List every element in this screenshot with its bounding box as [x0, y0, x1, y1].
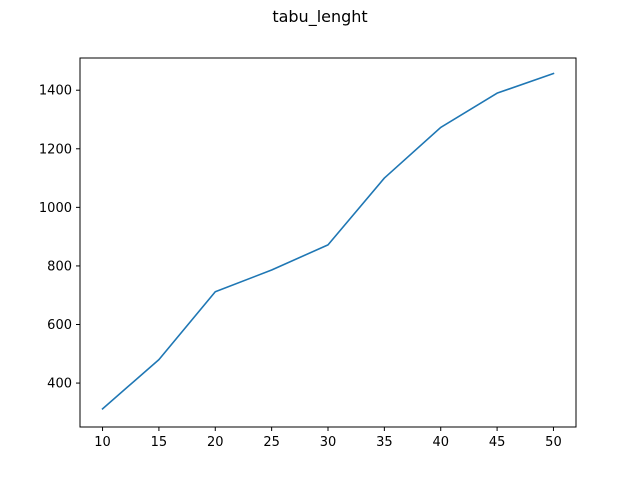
- x-tick-label: 15: [151, 435, 168, 450]
- x-tick-label: 10: [94, 435, 111, 450]
- y-tick-label: 1400: [39, 84, 72, 99]
- x-tick-label: 50: [545, 435, 562, 450]
- x-tick-label: 35: [376, 435, 393, 450]
- y-tick-label: 1000: [39, 201, 72, 216]
- series-line-0: [101, 72, 555, 410]
- y-tick-label: 800: [47, 259, 72, 274]
- chart-title: tabu_lenght: [272, 7, 368, 26]
- x-tick-label: 45: [489, 435, 506, 450]
- x-tick-label: 20: [207, 435, 224, 450]
- x-tick-label: 25: [263, 435, 280, 450]
- x-tick-label: 40: [432, 435, 449, 450]
- y-tick-label: 600: [47, 318, 72, 333]
- x-tick-label: 30: [320, 435, 337, 450]
- y-tick-label: 400: [47, 377, 72, 392]
- axes-frame: [79, 57, 577, 428]
- y-tick-label: 1200: [39, 142, 72, 157]
